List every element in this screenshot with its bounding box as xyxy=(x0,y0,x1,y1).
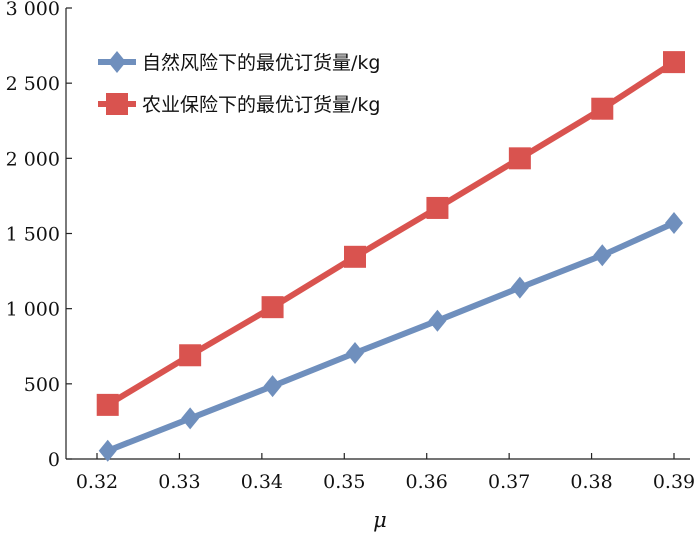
y-tick-label: 500 xyxy=(24,374,60,396)
x-axis-label: μ xyxy=(373,508,387,532)
data-point xyxy=(181,407,200,430)
data-point xyxy=(263,375,282,398)
data-point xyxy=(261,296,284,319)
data-point xyxy=(98,439,117,462)
y-tick-label: 2 000 xyxy=(6,148,60,170)
y-tick-label: 1 000 xyxy=(6,299,60,321)
series-1 xyxy=(98,211,683,462)
x-tick-label: 0.37 xyxy=(488,471,530,493)
data-point xyxy=(591,97,614,120)
y-tick-label: 3 000 xyxy=(6,0,60,20)
legend: 自然风险下的最优订货量/kg 农业保险下的最优订货量/kg xyxy=(98,51,380,116)
x-tick-label: 0.38 xyxy=(570,471,612,493)
data-point xyxy=(428,309,447,332)
x-tick-label: 0.33 xyxy=(158,471,200,493)
data-point xyxy=(346,342,365,365)
legend-swatch-marker xyxy=(108,51,126,73)
x-tick-label: 0.36 xyxy=(406,471,448,493)
x-axis: 0.32 0.33 0.34 0.35 0.36 0.37 0.38 0.39 μ xyxy=(66,453,695,532)
x-tick-label: 0.39 xyxy=(653,471,695,493)
y-tick-label: 1 500 xyxy=(6,224,60,246)
series-layer xyxy=(96,51,685,462)
y-axis: 0 500 1 000 1 500 2 000 2 500 3 000 xyxy=(6,0,72,471)
data-point xyxy=(510,276,529,299)
legend-item: 农业保险下的最优订货量/kg xyxy=(98,93,380,116)
data-point xyxy=(665,211,683,234)
x-tick-label: 0.35 xyxy=(323,471,365,493)
data-point xyxy=(663,51,685,74)
data-point xyxy=(508,147,531,170)
y-tick-label: 2 500 xyxy=(6,73,60,95)
series-2 xyxy=(96,51,685,416)
series-line xyxy=(106,59,676,408)
legend-label: 自然风险下的最优订货量/kg xyxy=(142,52,380,74)
legend-label: 农业保险下的最优订货量/kg xyxy=(142,94,380,116)
series-line xyxy=(106,220,676,454)
legend-item: 自然风险下的最优订货量/kg xyxy=(98,51,380,74)
data-point xyxy=(179,344,202,367)
x-tick-label: 0.32 xyxy=(76,471,118,493)
legend-swatch-marker xyxy=(106,93,128,115)
data-point xyxy=(426,196,449,219)
data-point xyxy=(593,244,612,267)
data-point xyxy=(96,393,119,416)
data-point xyxy=(344,245,367,268)
x-tick-label: 0.34 xyxy=(241,471,283,493)
y-tick-label: 0 xyxy=(48,449,60,471)
